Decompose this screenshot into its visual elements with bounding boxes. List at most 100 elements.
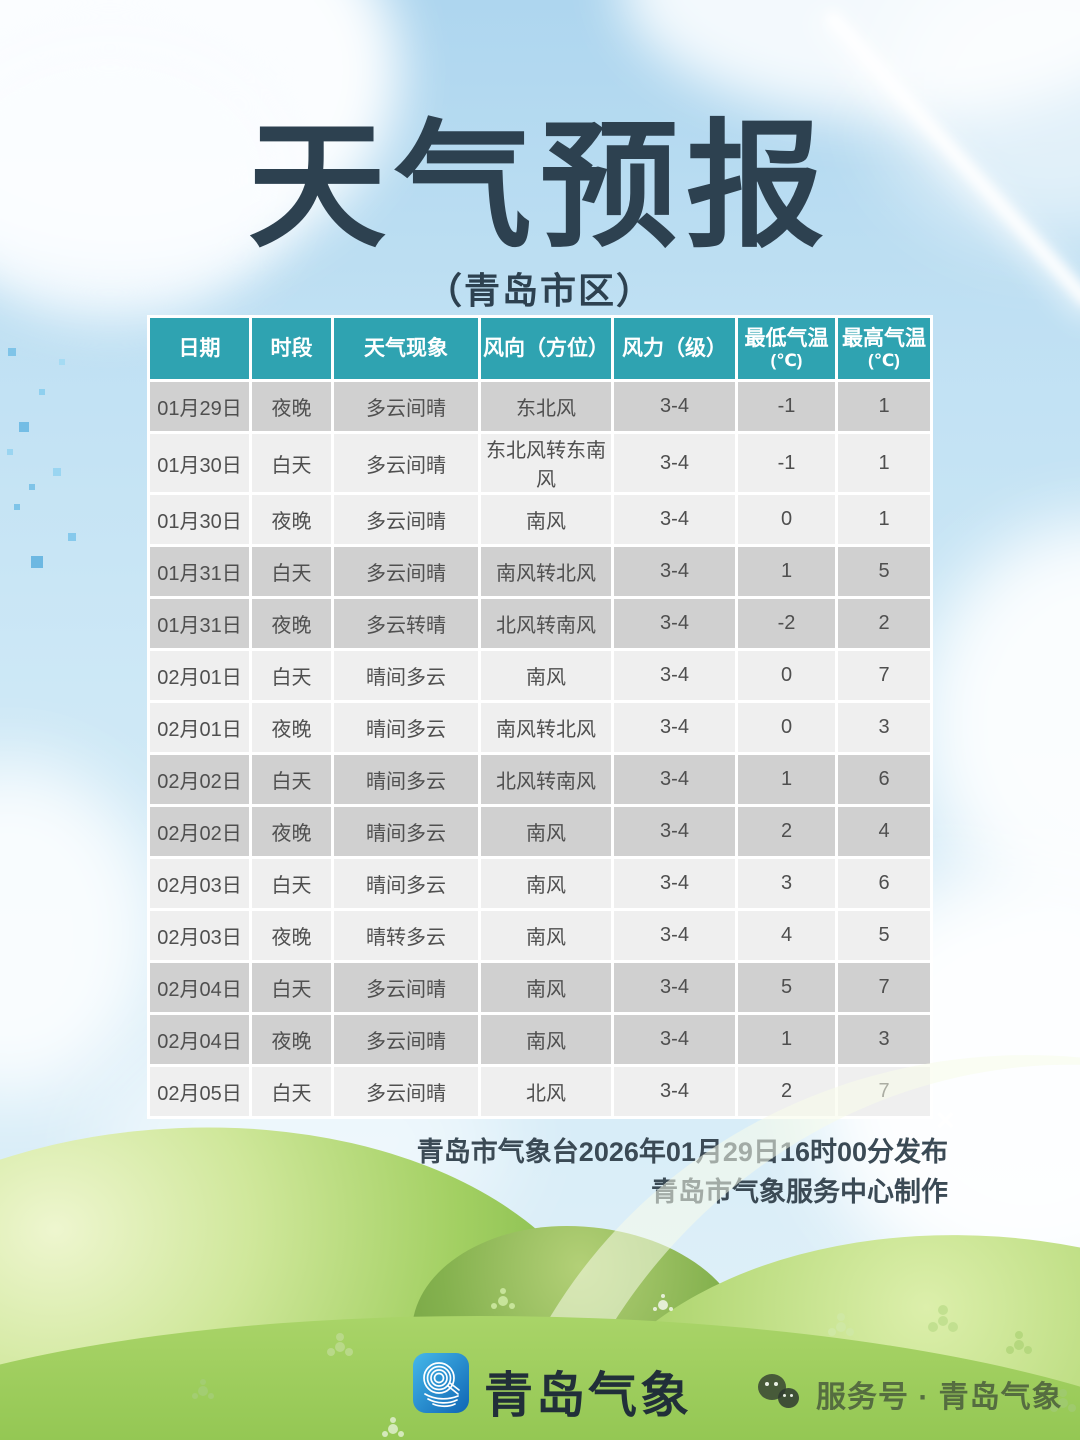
cell-period: 白天 <box>252 755 331 804</box>
cell-wind_force: 3-4 <box>614 382 735 431</box>
cell-weather: 多云间晴 <box>334 382 478 431</box>
flower-decor <box>1014 1340 1024 1350</box>
wechat-badge: 服务号 · 青岛气象 <box>758 1372 1063 1416</box>
cell-temp_max: 7 <box>838 1067 930 1116</box>
wechat-icon <box>758 1374 804 1414</box>
cell-period: 白天 <box>252 1067 331 1116</box>
cell-temp_min: -1 <box>738 382 835 431</box>
table-row: 02月05日 白天 多云间晴 北风 3-4 2 7 <box>150 1067 930 1116</box>
cell-temp_min: 5 <box>738 963 835 1012</box>
cell-wind_dir: 东北风转东南风 <box>481 434 611 492</box>
cell-weather: 多云间晴 <box>334 547 478 596</box>
cell-weather: 多云间晴 <box>334 1067 478 1116</box>
cell-temp_max: 1 <box>838 434 930 492</box>
flower-decor <box>938 1316 948 1326</box>
cell-temp_max: 6 <box>838 859 930 908</box>
cell-wind_force: 3-4 <box>614 1015 735 1064</box>
cell-wind_dir: 南风 <box>481 1015 611 1064</box>
cell-temp_min: 1 <box>738 1015 835 1064</box>
table-row: 02月02日 白天 晴间多云 北风转南风 3-4 1 6 <box>150 755 930 804</box>
cell-period: 白天 <box>252 434 331 492</box>
cell-wind_dir: 南风 <box>481 651 611 700</box>
column-header: 天气现象 <box>334 318 478 379</box>
cell-temp_max: 2 <box>838 599 930 648</box>
cell-temp_min: -1 <box>738 434 835 492</box>
cell-wind_force: 3-4 <box>614 547 735 596</box>
cell-wind_force: 3-4 <box>614 599 735 648</box>
cell-wind_force: 3-4 <box>614 911 735 960</box>
cell-weather: 晴间多云 <box>334 807 478 856</box>
cell-period: 白天 <box>252 859 331 908</box>
cell-wind_dir: 南风转北风 <box>481 703 611 752</box>
cell-wind_force: 3-4 <box>614 859 735 908</box>
cell-period: 夜晚 <box>252 382 331 431</box>
cell-period: 夜晚 <box>252 599 331 648</box>
cell-temp_max: 7 <box>838 651 930 700</box>
cell-period: 夜晚 <box>252 495 331 544</box>
cell-wind_dir: 东北风 <box>481 382 611 431</box>
column-header: 日期 <box>150 318 249 379</box>
cell-temp_min: 0 <box>738 703 835 752</box>
cell-temp_max: 1 <box>838 382 930 431</box>
cell-date: 01月29日 <box>150 382 249 431</box>
cell-temp_max: 1 <box>838 495 930 544</box>
sparkle-x-icon: × <box>936 1102 955 1138</box>
paint-speckles <box>0 330 4 334</box>
cell-date: 02月05日 <box>150 1067 249 1116</box>
table-body: 01月29日 夜晚 多云间晴 东北风 3-4 -1 1 01月30日 白天 多云间晴 东北风转东南风… <box>150 382 930 1116</box>
flower-decor <box>1058 1398 1068 1408</box>
cell-date: 02月04日 <box>150 963 249 1012</box>
cell-temp_max: 3 <box>838 1015 930 1064</box>
cloud <box>0 760 160 1100</box>
column-header: 最高气温 (℃) <box>838 318 930 379</box>
wechat-account-label: 服务号 · 青岛气象 <box>816 1381 1063 1414</box>
page-subtitle: （青岛市区） <box>425 270 654 311</box>
cell-weather: 晴间多云 <box>334 703 478 752</box>
cell-temp_min: 0 <box>738 651 835 700</box>
cell-temp_min: 2 <box>738 807 835 856</box>
cloud <box>920 520 1080 920</box>
cell-temp_min: 1 <box>738 547 835 596</box>
table-row: 02月04日 夜晚 多云间晴 南风 3-4 1 3 <box>150 1015 930 1064</box>
column-header: 最低气温 (℃) <box>738 318 835 379</box>
cell-temp_min: -2 <box>738 599 835 648</box>
flower-decor <box>658 1300 668 1310</box>
table-row: 02月01日 夜晚 晴间多云 南风转北风 3-4 0 3 <box>150 703 930 752</box>
table-row: 01月30日 白天 多云间晴 东北风转东南风 3-4 -1 1 <box>150 434 930 492</box>
cell-weather: 晴转多云 <box>334 911 478 960</box>
cell-wind_force: 3-4 <box>614 495 735 544</box>
cell-wind_dir: 北风 <box>481 1067 611 1116</box>
column-header: 风向（方位） <box>481 318 611 379</box>
cell-date: 01月31日 <box>150 599 249 648</box>
cell-wind_force: 3-4 <box>614 434 735 492</box>
cell-period: 白天 <box>252 547 331 596</box>
flower-decor <box>498 1296 508 1306</box>
table-row: 02月04日 白天 多云间晴 南风 3-4 5 7 <box>150 963 930 1012</box>
flower-decor <box>335 1342 345 1352</box>
cell-temp_max: 5 <box>838 911 930 960</box>
cell-wind_dir: 北风转南风 <box>481 755 611 804</box>
flower-decor <box>388 1424 398 1434</box>
table-row: 02月01日 白天 晴间多云 南风 3-4 0 7 <box>150 651 930 700</box>
cell-weather: 多云间晴 <box>334 963 478 1012</box>
flower-decor <box>198 1386 208 1396</box>
cell-temp_max: 6 <box>838 755 930 804</box>
cell-date: 01月30日 <box>150 434 249 492</box>
cell-wind_force: 3-4 <box>614 1067 735 1116</box>
cell-wind_dir: 南风 <box>481 911 611 960</box>
cell-period: 夜晚 <box>252 807 331 856</box>
cell-period: 白天 <box>252 963 331 1012</box>
cell-temp_min: 2 <box>738 1067 835 1116</box>
publish-info: 青岛市气象台2026年01月29日16时00分发布 青岛市气象服务中心制作 <box>417 1132 948 1212</box>
cell-wind_dir: 南风 <box>481 859 611 908</box>
cell-temp_min: 3 <box>738 859 835 908</box>
cell-date: 02月02日 <box>150 755 249 804</box>
cell-wind_force: 3-4 <box>614 807 735 856</box>
cell-period: 夜晚 <box>252 703 331 752</box>
flower-decor <box>836 1322 846 1332</box>
cell-temp_min: 1 <box>738 755 835 804</box>
cell-wind_force: 3-4 <box>614 703 735 752</box>
table-row: 01月30日 夜晚 多云间晴 南风 3-4 0 1 <box>150 495 930 544</box>
cell-date: 02月01日 <box>150 703 249 752</box>
